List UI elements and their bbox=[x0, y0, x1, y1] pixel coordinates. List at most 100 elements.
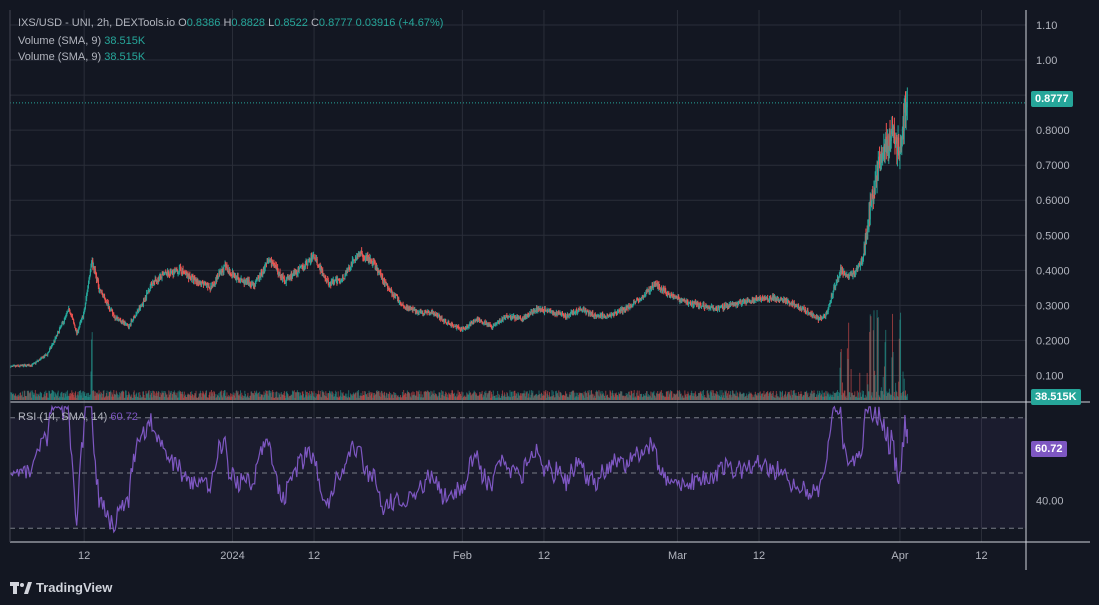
volume-bar bbox=[699, 391, 701, 400]
volume-bar bbox=[46, 392, 48, 400]
volume-legend-2[interactable]: Volume (SMA, 9) 38.515K bbox=[18, 51, 145, 63]
volume-bar bbox=[415, 395, 417, 400]
volume-bar bbox=[86, 392, 88, 400]
volume-bar bbox=[37, 393, 39, 400]
candle bbox=[596, 315, 598, 318]
candle bbox=[416, 311, 418, 313]
candle bbox=[464, 328, 466, 330]
volume-bar bbox=[219, 391, 221, 400]
volume-bar bbox=[230, 393, 232, 400]
candle bbox=[348, 267, 350, 269]
volume-bar bbox=[316, 394, 318, 400]
volume-bar bbox=[296, 390, 298, 400]
volume-legend-1[interactable]: Volume (SMA, 9) 38.515K bbox=[18, 35, 145, 47]
volume-bar bbox=[222, 391, 224, 400]
volume-bar bbox=[648, 396, 650, 400]
volume-bar bbox=[71, 393, 73, 400]
candle bbox=[788, 300, 790, 302]
volume-bar bbox=[281, 394, 283, 400]
candle bbox=[296, 274, 298, 276]
volume-bar bbox=[264, 393, 266, 400]
candle bbox=[21, 365, 23, 367]
candle bbox=[724, 306, 726, 309]
volume-bar bbox=[556, 393, 558, 400]
candle bbox=[824, 314, 826, 317]
volume-bar bbox=[529, 390, 531, 400]
candle bbox=[796, 305, 798, 307]
volume-bar bbox=[731, 390, 733, 400]
volume-bar bbox=[228, 394, 230, 400]
volume-bar bbox=[86, 393, 88, 400]
volume-bar bbox=[27, 390, 29, 400]
candle bbox=[346, 269, 348, 272]
candle bbox=[332, 279, 334, 284]
volume-bar bbox=[398, 396, 400, 400]
volume-bar bbox=[80, 395, 82, 400]
volume-bar bbox=[47, 397, 49, 400]
volume-bar bbox=[754, 391, 756, 400]
volume-bar bbox=[669, 392, 671, 400]
volume-bar bbox=[703, 397, 705, 400]
candle bbox=[904, 102, 906, 110]
candle bbox=[678, 298, 680, 302]
volume-bar bbox=[12, 393, 14, 400]
volume-bar bbox=[455, 395, 457, 400]
volume-bar bbox=[730, 391, 732, 400]
candle bbox=[356, 256, 358, 260]
volume-bar bbox=[32, 394, 34, 400]
symbol-title[interactable]: IXS/USD - UNI, 2h, DEXTools.io bbox=[18, 17, 176, 29]
candle bbox=[866, 232, 868, 241]
candle bbox=[621, 308, 623, 311]
volume-bar bbox=[364, 391, 366, 400]
volume-bar bbox=[621, 395, 623, 400]
candle bbox=[693, 305, 695, 307]
candle bbox=[497, 321, 499, 323]
candle bbox=[561, 313, 563, 315]
candle bbox=[414, 309, 416, 313]
volume-bar bbox=[170, 392, 172, 400]
volume-bar bbox=[351, 394, 353, 400]
volume-bar bbox=[811, 390, 813, 400]
candle bbox=[262, 267, 264, 273]
volume-bar bbox=[679, 391, 681, 400]
candle bbox=[531, 310, 533, 314]
candle bbox=[840, 267, 842, 273]
candle bbox=[333, 280, 335, 284]
volume-bar bbox=[897, 396, 899, 400]
candle bbox=[272, 263, 274, 265]
candle bbox=[435, 313, 437, 315]
candle bbox=[574, 313, 576, 315]
volume-bar bbox=[376, 390, 378, 400]
candle bbox=[451, 323, 453, 325]
candle bbox=[629, 304, 631, 308]
volume-bar bbox=[178, 390, 180, 400]
candle bbox=[231, 274, 233, 276]
tradingview-logo[interactable]: TradingView bbox=[10, 580, 112, 595]
candle bbox=[204, 283, 206, 285]
volume-bar bbox=[162, 392, 164, 400]
candle bbox=[445, 319, 447, 323]
volume-bar bbox=[570, 391, 572, 400]
volume-bar bbox=[515, 393, 517, 400]
candle bbox=[469, 323, 471, 326]
price-tick-label: 0.7000 bbox=[1036, 160, 1070, 172]
rsi-legend[interactable]: RSI (14, SMA, 14) 60.72 bbox=[18, 411, 138, 423]
volume-bar bbox=[846, 348, 848, 400]
candle bbox=[581, 310, 583, 312]
volume-bar bbox=[23, 390, 25, 400]
candle bbox=[454, 325, 456, 327]
volume-bar bbox=[819, 390, 821, 400]
candle bbox=[115, 318, 117, 320]
volume-bar bbox=[395, 392, 397, 400]
volume-bar bbox=[278, 392, 280, 400]
candle bbox=[814, 316, 816, 318]
volume-bar bbox=[250, 391, 252, 400]
candle bbox=[102, 294, 104, 296]
volume-bar bbox=[290, 395, 292, 400]
volume-bar bbox=[353, 394, 355, 400]
volume-bar bbox=[159, 397, 161, 400]
volume-bar bbox=[147, 391, 149, 400]
volume-bar bbox=[524, 396, 526, 400]
